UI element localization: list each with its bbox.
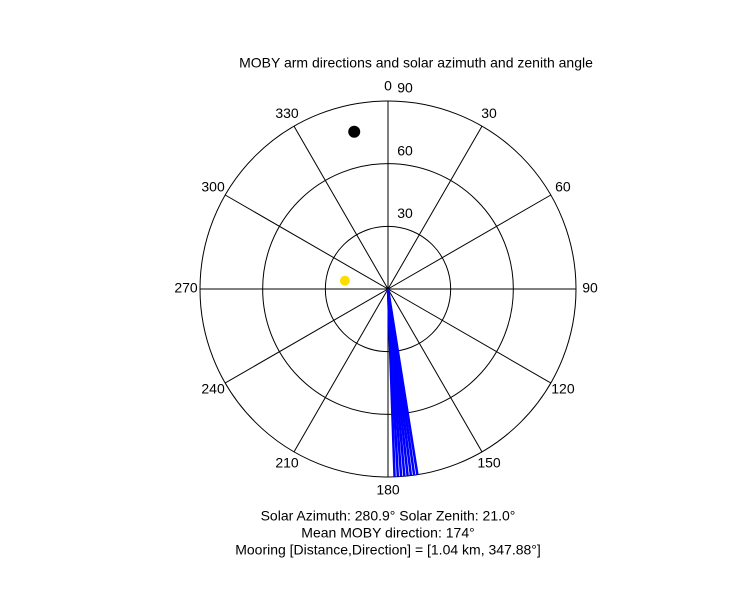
grid-spoke — [387, 194, 552, 290]
grid-spoke — [293, 125, 389, 290]
theta-tick-label: 180 — [376, 482, 400, 498]
theta-tick-label: 240 — [201, 381, 225, 397]
theta-tick-label: 30 — [481, 105, 497, 121]
annotation: Mean MOBY direction: 174° — [301, 525, 474, 541]
theta-tick-label: 150 — [477, 455, 501, 471]
theta-tick-label: 270 — [174, 280, 198, 296]
grid-spoke — [224, 194, 389, 290]
theta-tick-label: 60 — [555, 179, 571, 195]
r-tick-label: 60 — [397, 142, 413, 158]
grid-spoke — [293, 288, 389, 453]
arm-direction — [386, 288, 396, 477]
annotation: Solar Azimuth: 280.9° Solar Zenith: 21.0… — [261, 508, 516, 524]
theta-tick-label: 300 — [201, 179, 225, 195]
grid-spoke — [387, 288, 483, 453]
chart-title: MOBY arm directions and solar azimuth an… — [239, 55, 593, 71]
sun-position — [339, 275, 350, 286]
mooring-point — [348, 125, 361, 138]
theta-tick-label: 330 — [275, 105, 299, 121]
annotation: Mooring [Distance,Direction] = [1.04 km,… — [235, 542, 541, 558]
theta-tick-label: 210 — [275, 455, 299, 471]
grid-spoke — [224, 288, 389, 384]
grid-spoke — [387, 125, 483, 290]
r-tick-label: 30 — [397, 205, 413, 221]
theta-tick-label: 0 — [384, 78, 392, 94]
grid-spoke — [387, 288, 552, 384]
theta-tick-label: 120 — [551, 381, 575, 397]
theta-tick-label: 90 — [582, 280, 598, 296]
r-tick-label: 90 — [397, 80, 413, 96]
